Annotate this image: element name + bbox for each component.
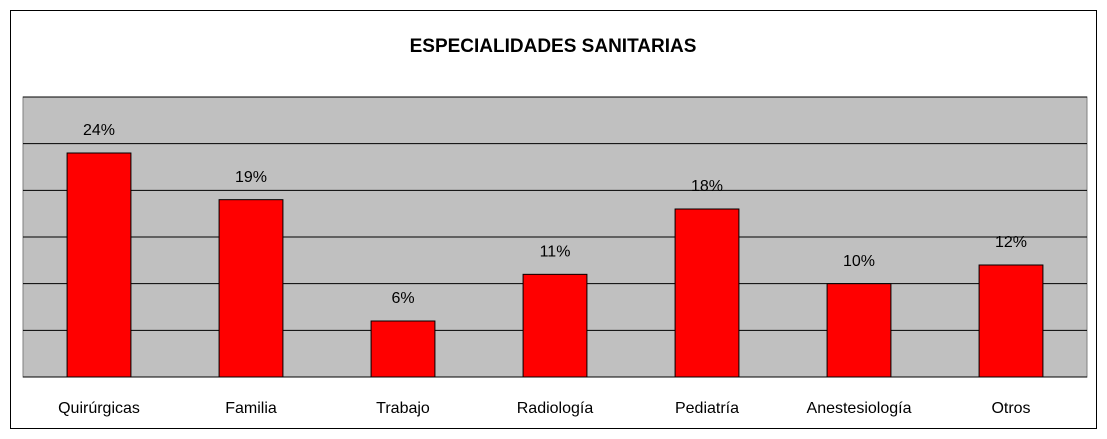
x-tick-label: Anestesiología [807,400,912,417]
x-tick-label: Familia [225,400,277,417]
chart-title: ESPECIALIDADES SANITARIAS [410,36,697,57]
bar [370,320,436,378]
bar [978,264,1044,378]
data-label: 18% [691,178,723,195]
data-label: 24% [83,122,115,139]
x-tick-label: Quirúrgicas [58,400,140,417]
x-tick-label: Radiología [517,400,594,417]
data-label: 10% [843,253,875,270]
x-tick-label: Otros [991,400,1030,417]
data-label: 19% [235,169,267,186]
bar [66,152,132,378]
bar [674,208,740,378]
x-tick-label: Trabajo [376,400,430,417]
bar [218,199,284,378]
x-tick-label: Pediatría [675,400,739,417]
bar [522,273,588,378]
bar [826,283,892,378]
data-label: 12% [995,234,1027,251]
data-label: 6% [391,290,414,307]
data-label: 11% [540,244,571,261]
